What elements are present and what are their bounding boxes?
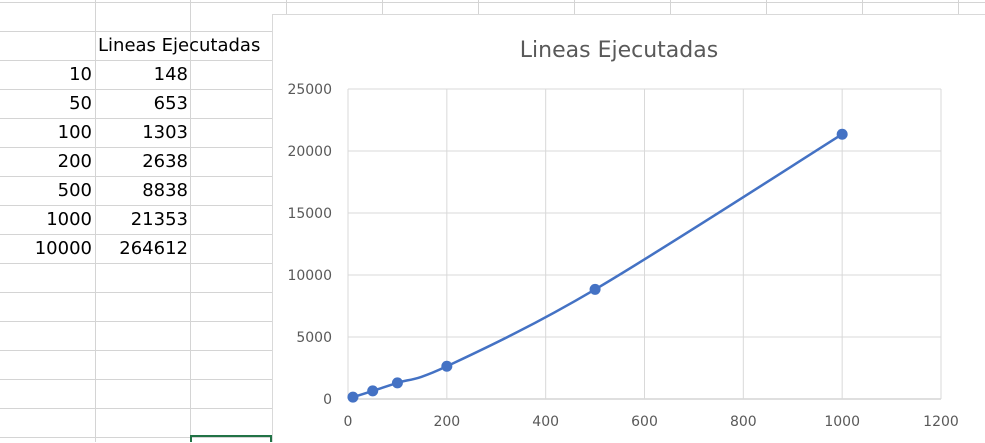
x-tick-label: 400 <box>532 414 559 430</box>
cell-n[interactable]: 10000 <box>34 238 92 259</box>
axis-labels: 0 5000 10000 15000 20000 25000 0 200 400 600 800 10… <box>287 82 958 430</box>
chart-area[interactable]: Lineas Ejecutadas 0 5000 10000 15000 20000 25… <box>272 14 985 442</box>
cell-n[interactable]: 10 <box>69 64 92 85</box>
x-tick-label: 0 <box>344 414 353 430</box>
grid-column-line <box>95 0 96 442</box>
y-tick-label: 10000 <box>287 268 332 284</box>
y-tick-label: 0 <box>323 392 332 408</box>
data-point <box>347 391 359 403</box>
gridlines <box>347 88 942 400</box>
header-cell-lineas[interactable]: Lineas Ejecutadas <box>98 35 261 56</box>
cell-n[interactable]: 1000 <box>46 209 92 230</box>
x-tick-label: 1200 <box>923 414 959 430</box>
cell-lines[interactable]: 8838 <box>142 180 188 201</box>
y-tick-label: 15000 <box>287 206 332 222</box>
data-point <box>391 377 403 389</box>
data-points <box>347 128 848 403</box>
cell-n[interactable]: 200 <box>57 151 92 172</box>
x-tick-label: 200 <box>433 414 460 430</box>
data-point <box>836 128 848 140</box>
cell-lines[interactable]: 653 <box>153 93 188 114</box>
cell-lines[interactable]: 148 <box>153 64 188 85</box>
cell-lines[interactable]: 1303 <box>142 122 188 143</box>
cell-lines[interactable]: 21353 <box>130 209 188 230</box>
series-line <box>352 133 843 399</box>
cell-n[interactable]: 50 <box>69 93 92 114</box>
grid-row-line <box>0 2 985 3</box>
x-tick-label: 800 <box>730 414 757 430</box>
selected-cell[interactable] <box>190 435 272 442</box>
x-tick-label: 1000 <box>824 414 860 430</box>
chart-title: Lineas Ejecutadas <box>520 38 718 63</box>
y-tick-label: 20000 <box>287 144 332 160</box>
y-tick-label: 25000 <box>287 82 332 98</box>
data-point <box>589 283 601 295</box>
cell-n[interactable]: 500 <box>57 180 92 201</box>
scatter-chart: Lineas Ejecutadas 0500010000150002000025… <box>287 38 958 430</box>
data-point <box>441 360 453 372</box>
data-point <box>367 385 379 397</box>
grid-column-line <box>190 0 191 442</box>
cell-lines[interactable]: 264612 <box>119 238 188 259</box>
y-tick-label: 5000 <box>296 330 332 346</box>
x-tick-label: 600 <box>631 414 658 430</box>
cell-n[interactable]: 100 <box>57 122 92 143</box>
cell-lines[interactable]: 2638 <box>142 151 188 172</box>
